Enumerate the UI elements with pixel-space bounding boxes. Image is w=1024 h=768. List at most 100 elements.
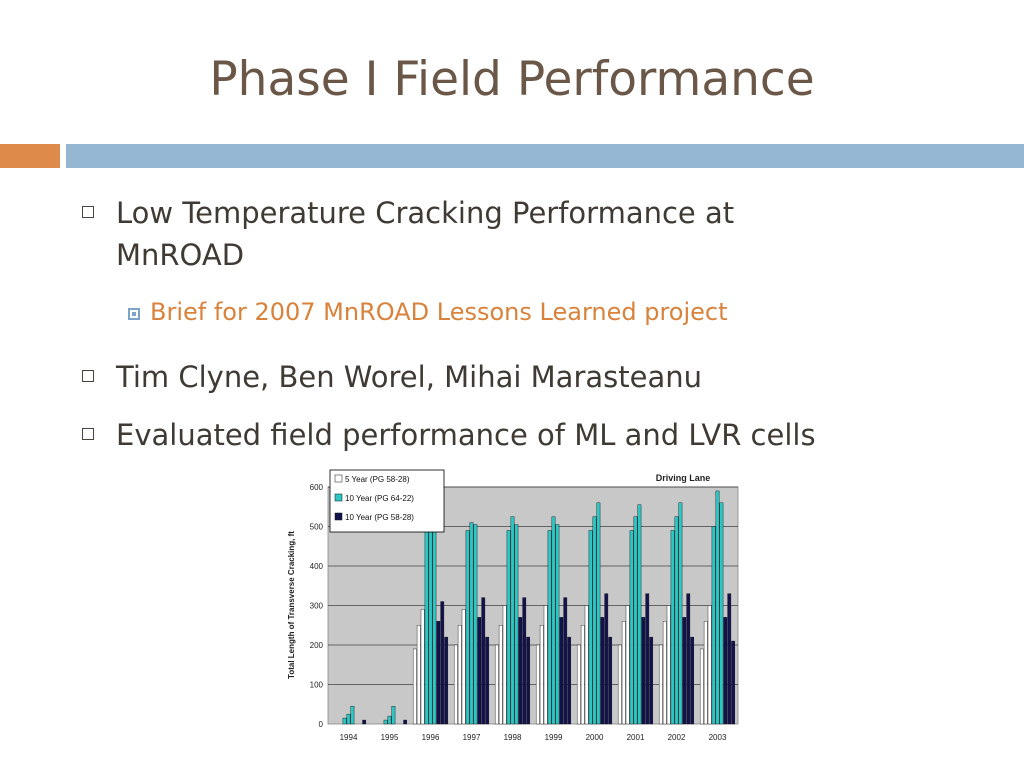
bullet-3: Evaluated field performance of ML and LV…: [82, 414, 982, 456]
bar: [535, 644, 540, 725]
bar: [588, 530, 593, 725]
bar: [403, 719, 408, 725]
y-tick-label: 600: [310, 483, 324, 492]
bar: [453, 644, 458, 725]
bar: [641, 617, 646, 725]
bar: [412, 648, 417, 725]
bar: [723, 617, 728, 725]
bar: [690, 636, 695, 725]
bar: [346, 713, 351, 725]
x-tick-label: 1999: [545, 733, 563, 742]
bar: [457, 625, 462, 725]
bar: [551, 516, 556, 725]
bar: [420, 609, 425, 725]
bar: [440, 601, 445, 725]
bar: [526, 636, 531, 725]
bullet-1-line1: Low Temperature Cracking Performance at: [116, 196, 735, 230]
bullet-3-text: Evaluated field performance of ML and LV…: [116, 418, 816, 452]
bar: [465, 530, 470, 725]
bar: [391, 706, 396, 725]
bar: [469, 522, 474, 725]
bar: [629, 530, 634, 725]
sub-bullet-text: Brief for 2007 MnROAD Lessons Learned pr…: [150, 298, 728, 326]
bar: [707, 605, 712, 725]
chart-title: Driving Lane: [656, 473, 711, 483]
bar: [649, 636, 654, 725]
bar: [436, 621, 441, 725]
bar: [703, 621, 708, 725]
bar: [485, 636, 490, 725]
bar: [506, 530, 511, 725]
sub-bullet-square-icon: [128, 308, 140, 320]
bar: [699, 648, 704, 725]
y-tick-label: 100: [310, 681, 324, 690]
bar: [715, 490, 720, 725]
bar: [563, 597, 568, 725]
bar: [731, 640, 736, 725]
bar: [498, 625, 503, 725]
legend-swatch: [334, 493, 343, 502]
bar: [682, 617, 687, 725]
bar: [567, 636, 572, 725]
x-tick-label: 2000: [586, 733, 604, 742]
bar: [670, 530, 675, 725]
y-tick-label: 500: [310, 523, 324, 532]
bar: [481, 597, 486, 725]
bullet-1: Low Temperature Cracking Performance at …: [82, 192, 882, 276]
accent-bar-orange: [0, 144, 60, 168]
legend-entry: 10 Year (PG 58-28): [345, 513, 414, 522]
bullet-square-icon: [82, 428, 94, 440]
bar: [502, 605, 507, 725]
bar: [625, 605, 630, 725]
bar: [678, 502, 683, 725]
legend-swatch: [334, 474, 343, 483]
bar: [584, 605, 589, 725]
y-axis-label: Total Length of Transverse Cracking, ft: [287, 531, 296, 679]
bar: [494, 644, 499, 725]
bar: [547, 530, 552, 725]
bar: [383, 719, 388, 725]
bar: [621, 621, 626, 725]
bar: [711, 526, 716, 725]
chart-legend: 5 Year (PG 58-28) 10 Year (PG 64-22) 10 Ye…: [329, 469, 445, 533]
bar: [555, 524, 560, 725]
legend-swatch: [334, 512, 343, 521]
bar: [592, 516, 597, 725]
bar: [608, 636, 613, 725]
bar: [350, 706, 355, 725]
bar: [666, 605, 671, 725]
bar: [604, 593, 609, 725]
bar: [727, 593, 732, 725]
bar: [600, 617, 605, 725]
bullet-2-text: Tim Clyne, Ben Worel, Mihai Marasteanu: [116, 360, 702, 394]
bar: [342, 717, 347, 725]
bar: [362, 719, 367, 725]
bar: [416, 625, 421, 725]
bullet-square-icon: [82, 206, 94, 218]
bar: [522, 597, 527, 725]
transverse-cracking-chart: 0 100 200 300 400 500 600 1994 1995 1996 1997 1998…: [287, 469, 739, 742]
accent-bar-blue: [66, 144, 1024, 168]
bar: [580, 625, 585, 725]
bar: [596, 502, 601, 725]
bar: [518, 617, 523, 725]
bar: [559, 617, 564, 725]
x-tick-label: 2003: [709, 733, 727, 742]
x-tick-label: 1996: [422, 733, 440, 742]
bar: [432, 522, 437, 725]
x-tick-label: 1994: [340, 733, 358, 742]
bar: [477, 617, 482, 725]
legend-entry: 5 Year (PG 58-28): [345, 475, 410, 484]
x-tick-label: 1997: [463, 733, 481, 742]
bar: [461, 609, 466, 725]
legend-entry: 10 Year (PG 64-22): [345, 494, 414, 503]
legend-box: [329, 469, 445, 533]
x-tick-label: 2001: [627, 733, 645, 742]
bar: [576, 644, 581, 725]
bar: [633, 516, 638, 725]
x-tick-label: 1995: [381, 733, 399, 742]
bar: [424, 526, 429, 725]
bullet-1-line2: MnROAD: [116, 238, 245, 272]
y-tick-label: 0: [319, 720, 324, 729]
bar: [473, 524, 478, 725]
